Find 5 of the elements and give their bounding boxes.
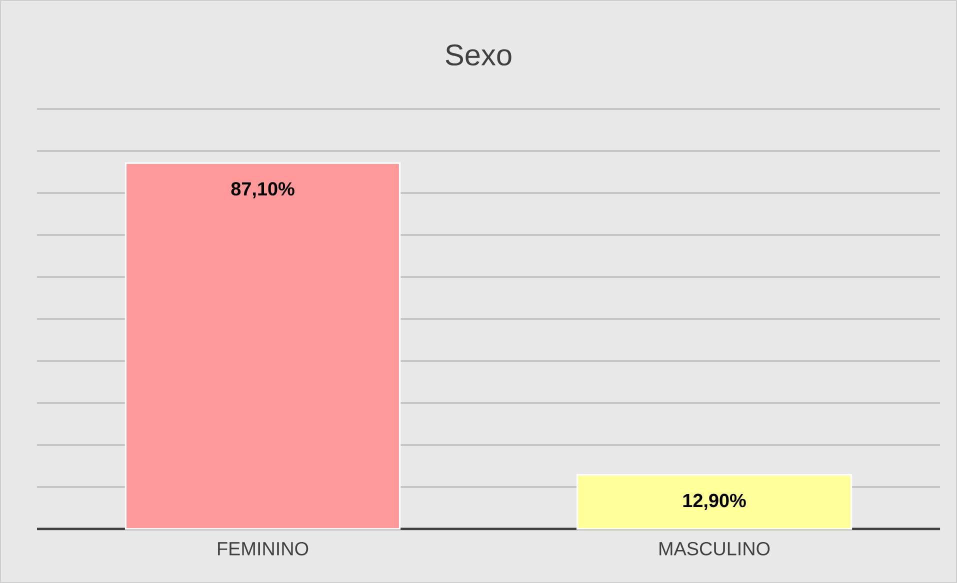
x-tick-label: FEMININO (218, 542, 308, 556)
chart-title: Sexo (446, 44, 512, 66)
data-label: 12,90% (683, 494, 746, 510)
data-label: 87,10% (231, 182, 294, 198)
x-tick-label: MASCULINO (660, 542, 770, 556)
